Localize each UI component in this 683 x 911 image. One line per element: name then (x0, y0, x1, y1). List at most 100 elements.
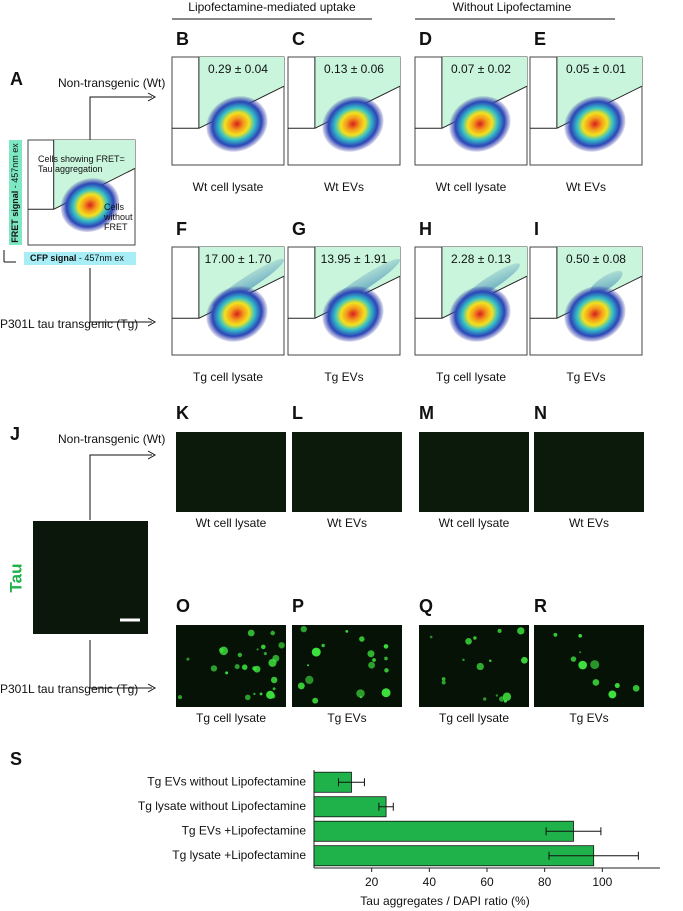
cells-label: Cells without FRET (103, 202, 133, 232)
tau-aggregate (384, 668, 389, 673)
caption: Wt EVs (566, 180, 606, 194)
panel-letter: F (176, 219, 187, 239)
arrow (89, 96, 152, 140)
tau-aggregate (381, 688, 391, 698)
x-tick-label: 20 (365, 875, 379, 889)
x-tick-label: 40 (423, 875, 437, 889)
caption: Tg EVs (327, 711, 366, 725)
caption: Tg cell lysate (193, 370, 263, 384)
tau-aggregate (578, 633, 582, 638)
gate-value: 2.28 ± 0.13 (451, 252, 511, 266)
tau-aggregate (441, 680, 446, 685)
tau-aggregate (311, 647, 321, 657)
tau-aggregate (497, 628, 502, 633)
cell-cloud (322, 286, 384, 342)
panel-letter: R (534, 596, 547, 616)
gate-value: 0.13 ± 0.06 (324, 62, 384, 76)
cell-cloud (206, 96, 268, 152)
tau-aggregate (300, 625, 307, 633)
arrow-head (147, 450, 157, 460)
panel-letter: K (176, 403, 189, 423)
tau-aggregate (210, 665, 218, 672)
arrow-head (147, 317, 157, 327)
panel-letter: Q (419, 596, 433, 616)
error-bar (378, 802, 394, 811)
tau-aggregate (186, 657, 190, 661)
panel-letter: B (176, 29, 189, 49)
x-axis-bold: CFP signal (30, 253, 76, 263)
caption: Tg cell lysate (439, 711, 509, 725)
label: Non-transgenic (Wt) (58, 432, 165, 446)
tau-aggregate (465, 637, 472, 645)
caption: Wt cell lysate (193, 180, 264, 194)
category-label: Tg EVs +Lipofectamine (182, 823, 307, 837)
arrow (89, 454, 152, 520)
gate-value: 0.05 ± 0.01 (566, 62, 626, 76)
micrograph (419, 432, 529, 512)
tau-aggregate (270, 630, 275, 636)
category-label: Tg lysate +Lipofectamine (172, 848, 306, 862)
cell-cloud (60, 178, 120, 233)
panel-letter: N (534, 403, 547, 423)
tau-aggregate (256, 648, 259, 651)
cell-cloud (564, 286, 626, 342)
tau-aggregate (368, 661, 376, 669)
panel-letter: H (419, 219, 432, 239)
tau-aggregate (244, 694, 251, 701)
tau-aggregate (297, 682, 305, 690)
caption: Wt EVs (327, 516, 367, 530)
tau-aggregate (367, 650, 375, 658)
tau-aggregate (614, 683, 620, 689)
caption: Wt cell lysate (196, 516, 267, 530)
tau-aggregate (489, 659, 492, 663)
panel-letter: E (534, 29, 546, 49)
panel-letter: C (292, 29, 305, 49)
error-bar (338, 778, 365, 787)
tau-aggregate (177, 695, 183, 700)
arrow-head (147, 92, 157, 102)
tau-aggregate (247, 629, 255, 637)
tau-aggregate (312, 697, 319, 704)
panel-letter: S (10, 749, 22, 769)
x-axis-rest: - 457nm ex (79, 253, 125, 263)
panel-letter: I (534, 219, 539, 239)
header: Lipofectamine-mediated uptake (188, 0, 356, 14)
x-tick-label: 80 (538, 875, 552, 889)
tau-aggregate (219, 647, 224, 653)
caption: Tg EVs (324, 370, 363, 384)
tau-aggregate (521, 656, 528, 664)
label: P301L tau transgenic (Tg) (0, 682, 138, 696)
tau-aggregate (253, 665, 261, 673)
micrograph (534, 432, 644, 512)
tau-aggregate (272, 654, 280, 662)
caption: Tg EVs (566, 370, 605, 384)
tau-aggregate (234, 664, 240, 670)
tau-aggregate (263, 652, 267, 656)
tau-aggregate (272, 687, 276, 691)
tau-aggregate (473, 636, 477, 640)
axis-label-box (24, 252, 136, 265)
caption: Wt cell lysate (436, 180, 507, 194)
gate-label: Cells showing FRET= Tau aggregation (38, 154, 125, 174)
gate-value: 0.50 ± 0.08 (566, 252, 626, 266)
x-tick-label: 60 (480, 875, 494, 889)
header: Without Lipofectamine (453, 0, 572, 14)
tau-aggregate (345, 630, 349, 633)
error-bar (545, 827, 602, 836)
tau-aggregate (359, 636, 365, 642)
gate-value: 17.00 ± 1.70 (205, 252, 272, 266)
tau-aggregate (259, 692, 263, 696)
tau-aggregate (502, 692, 512, 701)
cell-cloud (449, 96, 511, 152)
caption: Wt cell lysate (439, 516, 510, 530)
arrow-head (147, 683, 157, 693)
tau-aggregate (503, 699, 507, 703)
panel-letter: J (10, 424, 20, 444)
tau-aggregate (553, 632, 558, 637)
micrograph (176, 432, 286, 512)
x-axis-title: Tau aggregates / DAPI ratio (%) (360, 894, 529, 908)
tau-aggregate (307, 664, 310, 667)
category-label: Tg EVs without Lipofectamine (147, 774, 306, 788)
error-bar (548, 851, 639, 860)
